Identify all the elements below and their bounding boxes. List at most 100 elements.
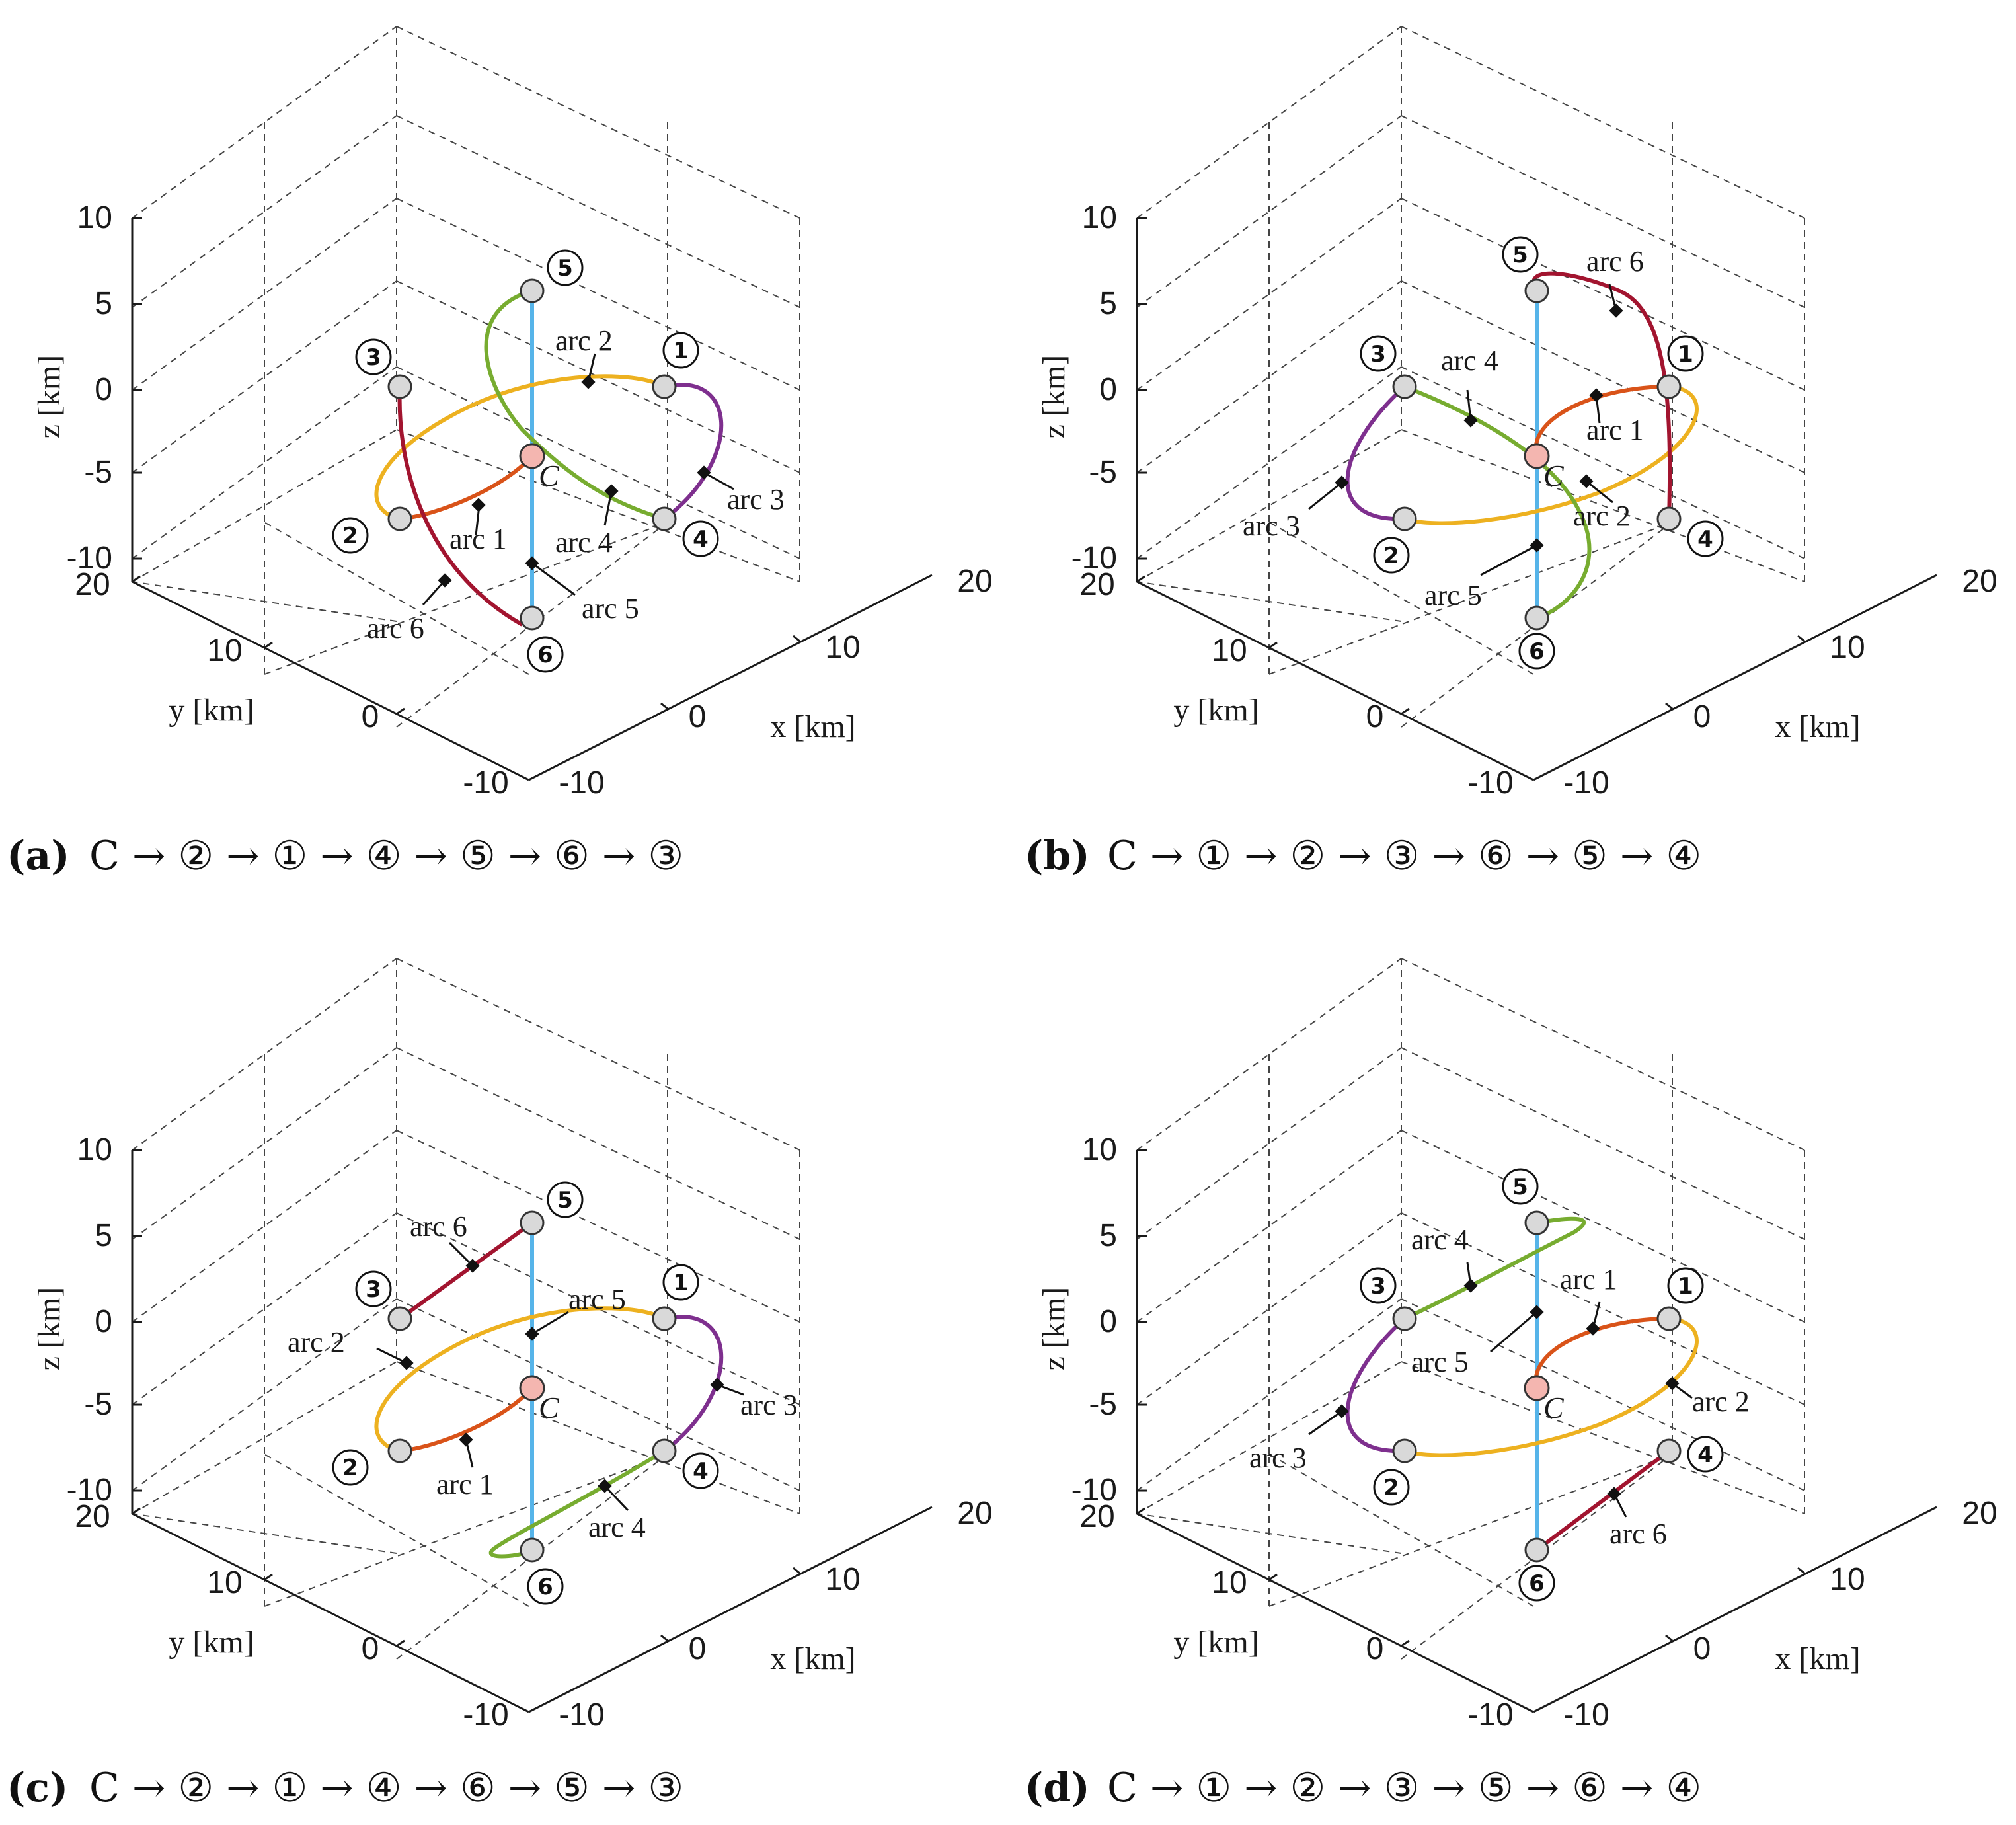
arc-1-path bbox=[1533, 1317, 1670, 1389]
y-tick: -10 bbox=[1467, 765, 1513, 800]
center-node bbox=[1524, 1375, 1550, 1401]
panel-sequence: C → ② → ① → ④ → ⑥ → ⑤ → ③ bbox=[89, 1765, 683, 1811]
z-axis-label: z [km] bbox=[32, 355, 67, 439]
node-label: 6 bbox=[1529, 639, 1545, 665]
arc-1-path bbox=[1533, 385, 1670, 457]
node-labels: 1 2 3 4 5 6 bbox=[1360, 1168, 1724, 1602]
arc-label: arc 3 bbox=[727, 483, 785, 516]
x-axis-label: x [km] bbox=[770, 1641, 855, 1676]
node-label: 4 bbox=[693, 1458, 709, 1485]
node bbox=[520, 605, 545, 631]
panel-b: 10 5 0 -5 -10 z [km] 20 10 0 -10 y [km] … bbox=[1025, 25, 1997, 879]
node-label: 2 bbox=[1383, 1475, 1399, 1501]
panel-sequence: C → ② → ① → ④ → ⑤ → ⑥ → ③ bbox=[89, 833, 683, 879]
x-tick: 10 bbox=[825, 630, 860, 665]
z-tick: -5 bbox=[1089, 1387, 1117, 1422]
x-tick: 0 bbox=[1693, 699, 1711, 734]
z-tick: 10 bbox=[77, 200, 112, 235]
arc-label: arc 2 bbox=[288, 1326, 345, 1358]
y-tick: 0 bbox=[1366, 1631, 1384, 1666]
y-tick: -10 bbox=[463, 765, 508, 800]
node-label: 2 bbox=[342, 523, 358, 549]
node bbox=[1656, 374, 1682, 399]
node-label: 6 bbox=[537, 1574, 553, 1600]
z-tick: -10 bbox=[1071, 1473, 1117, 1508]
arc-3-path bbox=[663, 1315, 724, 1453]
panel-c: 10 5 0 -5 -10 z [km] 20 10 0 -10 y [km] … bbox=[7, 957, 993, 1811]
panel-letter: (a) bbox=[7, 833, 70, 879]
arc-6-path bbox=[397, 386, 523, 627]
y-tick: 20 bbox=[75, 1499, 110, 1534]
z-tick: -5 bbox=[84, 455, 112, 490]
z-tick: 10 bbox=[1082, 1132, 1117, 1167]
z-tick: 0 bbox=[95, 1304, 112, 1339]
arc-label: arc 6 bbox=[1609, 1518, 1667, 1550]
center-label: C bbox=[1543, 459, 1565, 492]
arc-label: arc 2 bbox=[555, 325, 613, 357]
y-tick: 10 bbox=[1212, 1565, 1247, 1600]
node bbox=[520, 1537, 545, 1563]
z-tick: -10 bbox=[67, 541, 112, 576]
z-tick: -5 bbox=[1089, 455, 1117, 490]
center-label: C bbox=[539, 459, 560, 492]
x-tick: 20 bbox=[957, 564, 992, 599]
node bbox=[652, 1306, 677, 1331]
arc-1-path bbox=[399, 454, 534, 521]
y-axis-label: y [km] bbox=[1173, 1625, 1259, 1660]
node bbox=[652, 1438, 677, 1463]
node-label: 5 bbox=[557, 255, 573, 282]
y-axis-label: y [km] bbox=[1173, 693, 1259, 728]
y-tick: 20 bbox=[1079, 1499, 1114, 1534]
arc-4-path bbox=[488, 1449, 666, 1559]
z-tick: -10 bbox=[1071, 541, 1117, 576]
node bbox=[387, 1438, 412, 1463]
x-tick: 0 bbox=[689, 1631, 707, 1666]
node bbox=[520, 278, 545, 303]
node bbox=[1524, 1210, 1549, 1235]
arc-1-path bbox=[399, 1386, 534, 1453]
node-labels: 1 2 3 4 5 6 bbox=[1360, 236, 1724, 670]
x-tick: -10 bbox=[1563, 1697, 1609, 1732]
arc-3-path bbox=[663, 383, 724, 521]
node bbox=[1656, 1306, 1682, 1331]
arc-label: arc 5 bbox=[1411, 1346, 1469, 1378]
arc-label: arc 5 bbox=[568, 1283, 626, 1315]
node-label: 6 bbox=[1529, 1571, 1545, 1597]
panel-a: 10 5 0 -5 -10 z [km] 20 10 0 -10 y [km] … bbox=[7, 25, 993, 879]
arc-label: arc 5 bbox=[582, 592, 639, 625]
z-tick: 0 bbox=[1099, 1304, 1117, 1339]
node-label: 5 bbox=[1512, 242, 1528, 268]
arc-2-path bbox=[1404, 1317, 1699, 1457]
arc-label: arc 1 bbox=[449, 523, 507, 555]
node-label: 2 bbox=[1383, 543, 1399, 569]
node-label: 1 bbox=[1678, 341, 1693, 368]
x-axis-label: x [km] bbox=[1775, 1641, 1860, 1676]
arc-label: arc 1 bbox=[436, 1468, 494, 1500]
node bbox=[1524, 605, 1549, 631]
node-label: 3 bbox=[366, 344, 381, 371]
z-tick: -5 bbox=[84, 1387, 112, 1422]
arc-4-path bbox=[1403, 1216, 1586, 1321]
z-tick: 0 bbox=[95, 372, 112, 407]
node bbox=[1656, 1438, 1682, 1463]
z-tick: 10 bbox=[1082, 200, 1117, 235]
node-label: 6 bbox=[537, 642, 553, 668]
center-label: C bbox=[539, 1391, 560, 1424]
arc-4-path bbox=[484, 289, 665, 521]
x-tick: 10 bbox=[1830, 1562, 1865, 1597]
y-axis-label: y [km] bbox=[169, 1625, 254, 1660]
arc-label: arc 4 bbox=[1411, 1223, 1469, 1256]
z-tick: 5 bbox=[1099, 286, 1117, 321]
node bbox=[387, 374, 412, 399]
center-node bbox=[519, 1375, 545, 1401]
node-label: 3 bbox=[1370, 341, 1386, 368]
z-axis-label: z [km] bbox=[1036, 1287, 1071, 1371]
arc-label: arc 5 bbox=[1424, 579, 1482, 611]
panel-sequence: C → ① → ② → ③ → ⑥ → ⑤ → ④ bbox=[1107, 833, 1701, 879]
arc-label: arc 4 bbox=[588, 1511, 646, 1543]
arc-3-path bbox=[1345, 385, 1407, 522]
panel-sequence: C → ① → ② → ③ → ⑤ → ⑥ → ④ bbox=[1107, 1765, 1701, 1811]
x-tick: 0 bbox=[1693, 1631, 1711, 1666]
node bbox=[1392, 374, 1417, 399]
